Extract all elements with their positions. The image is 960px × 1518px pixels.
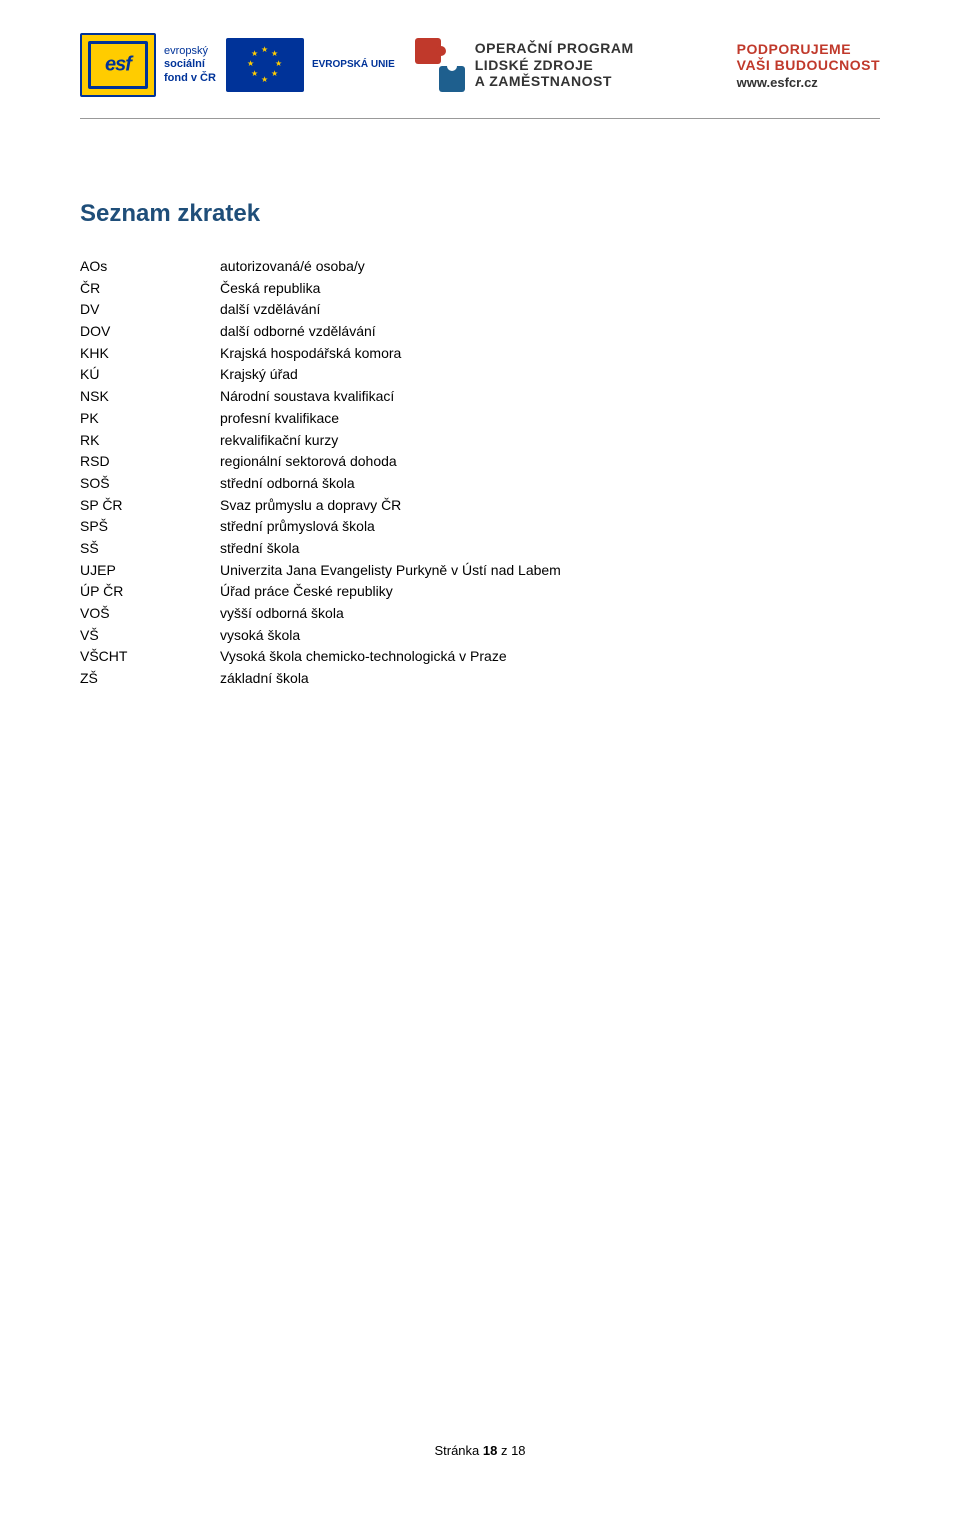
eu-star-ring: ★ ★ ★ ★ ★ ★ ★ ★ bbox=[249, 49, 281, 81]
eu-label: EVROPSKÁ UNIE bbox=[312, 59, 395, 71]
support-line1: PODPORUJEME bbox=[737, 41, 880, 57]
abbr-value: vysoká škola bbox=[220, 625, 880, 647]
abbr-value: střední průmyslová škola bbox=[220, 516, 880, 538]
abbr-key: PK bbox=[80, 408, 220, 430]
abbr-key: SPŠ bbox=[80, 516, 220, 538]
abbr-row: KÚKrajský úřad bbox=[80, 364, 880, 386]
abbr-value: regionální sektorová dohoda bbox=[220, 451, 880, 473]
abbr-key: DV bbox=[80, 299, 220, 321]
puzzle-icon bbox=[415, 38, 465, 92]
abbr-row: SOŠstřední odborná škola bbox=[80, 473, 880, 495]
abbr-value: základní škola bbox=[220, 668, 880, 690]
header-banner: esf evropský sociální fond v ČR ★ ★ ★ ★ … bbox=[80, 20, 880, 110]
abbr-row: UJEPUniverzita Jana Evangelisty Purkyně … bbox=[80, 560, 880, 582]
abbr-key: UJEP bbox=[80, 560, 220, 582]
abbr-key: RK bbox=[80, 430, 220, 452]
header-divider bbox=[80, 118, 880, 119]
esf-label-line1: evropský bbox=[164, 45, 216, 58]
abbr-value: Krajská hospodářská komora bbox=[220, 343, 880, 365]
abbr-value: Krajský úřad bbox=[220, 364, 880, 386]
abbr-key: VŠCHT bbox=[80, 646, 220, 668]
abbr-row: NSKNárodní soustava kvalifikací bbox=[80, 386, 880, 408]
abbr-key: SP ČR bbox=[80, 495, 220, 517]
abbr-value: Vysoká škola chemicko-technologická v Pr… bbox=[220, 646, 880, 668]
abbr-key: SŠ bbox=[80, 538, 220, 560]
support-line2: VAŠI BUDOUCNOST bbox=[737, 57, 880, 73]
content: Seznam zkratek AOsautorizovaná/é osoba/y… bbox=[80, 200, 880, 690]
abbr-row: ČRČeská republika bbox=[80, 278, 880, 300]
abbr-row: KHKKrajská hospodářská komora bbox=[80, 343, 880, 365]
footer-page: 18 bbox=[483, 1443, 497, 1458]
abbr-value: Úřad práce České republiky bbox=[220, 581, 880, 603]
abbr-row: DOVdalší odborné vzdělávání bbox=[80, 321, 880, 343]
abbr-key: ČR bbox=[80, 278, 220, 300]
abbr-value: Svaz průmyslu a dopravy ČR bbox=[220, 495, 880, 517]
op-logo-block: OPERAČNÍ PROGRAM LIDSKÉ ZDROJE A ZAMĚSTN… bbox=[415, 38, 634, 92]
abbr-key: ÚP ČR bbox=[80, 581, 220, 603]
abbr-key: AOs bbox=[80, 256, 220, 278]
abbr-row: VOŠvyšší odborná škola bbox=[80, 603, 880, 625]
abbr-row: SPŠstřední průmyslová škola bbox=[80, 516, 880, 538]
abbr-value: další odborné vzdělávání bbox=[220, 321, 880, 343]
abbr-value: rekvalifikační kurzy bbox=[220, 430, 880, 452]
abbr-row: VŠCHTVysoká škola chemicko-technologická… bbox=[80, 646, 880, 668]
eu-logo-block: ★ ★ ★ ★ ★ ★ ★ ★ EVROPSKÁ UNIE bbox=[226, 38, 395, 92]
abbr-key: NSK bbox=[80, 386, 220, 408]
esf-logo-block: esf evropský sociální fond v ČR bbox=[80, 33, 216, 97]
abbr-value: Česká republika bbox=[220, 278, 880, 300]
eu-flag-icon: ★ ★ ★ ★ ★ ★ ★ ★ bbox=[226, 38, 304, 92]
abbr-row: VŠvysoká škola bbox=[80, 625, 880, 647]
abbr-value: profesní kvalifikace bbox=[220, 408, 880, 430]
footer-of: z bbox=[497, 1443, 511, 1458]
page-footer: Stránka 18 z 18 bbox=[0, 1443, 960, 1458]
abbr-row: SP ČRSvaz průmyslu a dopravy ČR bbox=[80, 495, 880, 517]
esf-label: evropský sociální fond v ČR bbox=[164, 45, 216, 85]
abbr-row: DVdalší vzdělávání bbox=[80, 299, 880, 321]
footer-label: Stránka bbox=[434, 1443, 482, 1458]
abbreviation-list: AOsautorizovaná/é osoba/yČRČeská republi… bbox=[80, 256, 880, 690]
abbr-key: KÚ bbox=[80, 364, 220, 386]
abbr-value: střední odborná škola bbox=[220, 473, 880, 495]
abbr-value: Národní soustava kvalifikací bbox=[220, 386, 880, 408]
abbr-row: PKprofesní kvalifikace bbox=[80, 408, 880, 430]
section-title: Seznam zkratek bbox=[80, 200, 880, 228]
abbr-key: ZŠ bbox=[80, 668, 220, 690]
esf-label-line3: fond v ČR bbox=[164, 72, 216, 85]
abbr-key: SOŠ bbox=[80, 473, 220, 495]
footer-total: 18 bbox=[511, 1443, 525, 1458]
op-text: OPERAČNÍ PROGRAM LIDSKÉ ZDROJE A ZAMĚSTN… bbox=[475, 40, 634, 90]
op-line1: OPERAČNÍ PROGRAM bbox=[475, 40, 634, 57]
abbr-row: ÚP ČRÚřad práce České republiky bbox=[80, 581, 880, 603]
abbr-key: RSD bbox=[80, 451, 220, 473]
esf-flag-text: esf bbox=[105, 54, 131, 77]
support-block: PODPORUJEME VAŠI BUDOUCNOST www.esfcr.cz bbox=[737, 41, 880, 90]
abbr-row: SŠstřední škola bbox=[80, 538, 880, 560]
abbr-value: autorizovaná/é osoba/y bbox=[220, 256, 880, 278]
abbr-row: RKrekvalifikační kurzy bbox=[80, 430, 880, 452]
abbr-value: střední škola bbox=[220, 538, 880, 560]
abbr-key: KHK bbox=[80, 343, 220, 365]
abbr-key: DOV bbox=[80, 321, 220, 343]
abbr-key: VŠ bbox=[80, 625, 220, 647]
op-line2: LIDSKÉ ZDROJE bbox=[475, 57, 634, 74]
op-line3: A ZAMĚSTNANOST bbox=[475, 73, 634, 90]
abbr-value: vyšší odborná škola bbox=[220, 603, 880, 625]
abbr-row: RSDregionální sektorová dohoda bbox=[80, 451, 880, 473]
esf-flag-icon: esf bbox=[80, 33, 156, 97]
abbr-row: ZŠzákladní škola bbox=[80, 668, 880, 690]
support-url: www.esfcr.cz bbox=[737, 75, 880, 90]
abbr-row: AOsautorizovaná/é osoba/y bbox=[80, 256, 880, 278]
esf-label-line2: sociální bbox=[164, 58, 216, 71]
abbr-key: VOŠ bbox=[80, 603, 220, 625]
abbr-value: další vzdělávání bbox=[220, 299, 880, 321]
abbr-value: Univerzita Jana Evangelisty Purkyně v Ús… bbox=[220, 560, 880, 582]
